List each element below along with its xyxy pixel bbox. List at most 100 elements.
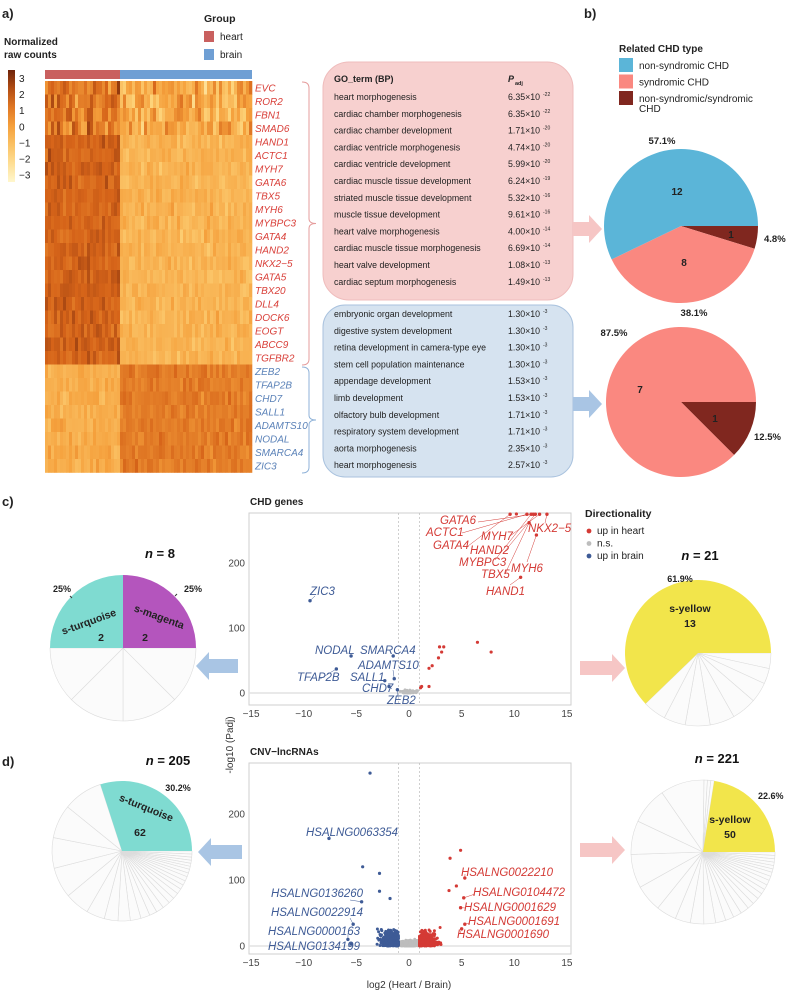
heatmap-cell (237, 405, 241, 419)
heatmap-cell (186, 108, 190, 122)
heatmap-cell (45, 459, 49, 473)
heatmap-cell (138, 364, 142, 379)
heatmap-cell (189, 297, 193, 311)
heatmap-cell (75, 81, 79, 95)
go-padj-exponent: -20 (543, 142, 550, 148)
heatmap-cell (120, 364, 124, 379)
heatmap-cell (144, 459, 148, 473)
heatmap-cell (228, 175, 232, 190)
heatmap-cell (174, 256, 178, 271)
heatmap-cell (225, 175, 229, 190)
heatmap-cell (222, 94, 226, 109)
heatmap-cell (72, 148, 76, 163)
heatmap-cell (228, 351, 232, 365)
heatmap-cell (66, 432, 70, 446)
heatmap-cell (216, 243, 220, 257)
go-padj: 2.35×10 (508, 443, 540, 453)
heatmap-cell (165, 459, 169, 473)
heatmap-cell (228, 364, 232, 379)
go-padj: 1.71×10 (508, 427, 540, 437)
heatmap-cell (183, 364, 187, 379)
heatmap-cell (45, 283, 49, 298)
heatmap-cell (216, 324, 220, 338)
heatmap-cell (207, 229, 211, 244)
heatmap-cell (126, 243, 130, 257)
heatmap-cell (129, 337, 133, 352)
heatmap-cell (210, 81, 214, 95)
heatmap-cell (57, 432, 61, 446)
heatmap-cell (117, 256, 121, 271)
heatmap-cell (186, 243, 190, 257)
heatmap-cell (108, 378, 112, 392)
heatmap-cell (186, 162, 190, 176)
heatmap-cell (147, 310, 151, 325)
x-tick-label: −15 (243, 958, 260, 969)
heatmap-cell (144, 256, 148, 271)
heatmap-cell (183, 391, 187, 406)
heatmap-cell (207, 391, 211, 406)
heatmap-cell (174, 364, 178, 379)
heatmap-cell (153, 229, 157, 244)
heatmap-cell (192, 297, 196, 311)
heatmap-cell (135, 391, 139, 406)
heatmap-cell (93, 418, 97, 433)
heatmap-cell (192, 391, 196, 406)
heatmap-cell (246, 216, 250, 230)
heatmap-cell (99, 243, 103, 257)
heatmap-cell (222, 162, 226, 176)
heatmap-cell (102, 121, 106, 136)
heatmap-cell (240, 162, 244, 176)
heatmap-cell (75, 148, 79, 163)
point-heart (508, 512, 512, 516)
heatmap-cell (231, 283, 235, 298)
heatmap-cell (78, 135, 82, 149)
heatmap-cell (81, 135, 85, 149)
arrow-to-pie-n8 (196, 652, 238, 680)
heatmap-cell (204, 364, 208, 379)
n-symbol: n (145, 546, 153, 561)
heatmap-cell (234, 229, 238, 244)
heatmap-cell (120, 405, 124, 419)
heatmap-cell (219, 445, 223, 460)
pie-slice-nonsyndromic-syndromic (681, 402, 756, 456)
heatmap-cell (72, 256, 76, 271)
heatmap-cell (150, 175, 154, 190)
heatmap-cell (189, 432, 193, 446)
heatmap-cell (174, 378, 178, 392)
heatmap-cell (216, 445, 220, 460)
heatmap-cell (138, 297, 142, 311)
heatmap-cell (219, 378, 223, 392)
heatmap-cell (90, 148, 94, 163)
heatmap-cell (231, 162, 235, 176)
heatmap-cell (75, 324, 79, 338)
heatmap-cell (243, 243, 247, 257)
heatmap-cell (177, 418, 181, 433)
heatmap-cell (63, 243, 67, 257)
heatmap-cell (159, 337, 163, 352)
heatmap-cell (120, 108, 124, 122)
heatmap-cell (180, 94, 184, 109)
heatmap-cell (204, 324, 208, 338)
heatmap-cell (93, 229, 97, 244)
heatmap-cell (93, 324, 97, 338)
heatmap-cell (171, 283, 175, 298)
heatmap-cell (186, 148, 190, 163)
heatmap-cell (93, 432, 97, 446)
heatmap-cell (141, 189, 145, 203)
heatmap-cell (105, 216, 109, 230)
heatmap-cell (54, 175, 58, 190)
heatmap-cell (81, 297, 85, 311)
point-heart (462, 896, 466, 900)
heatmap-cell (78, 270, 82, 284)
heatmap-cell (75, 108, 79, 122)
heatmap-cell (90, 94, 94, 109)
heatmap-cell (57, 297, 61, 311)
heatmap-cell (105, 418, 109, 433)
heatmap-cell (228, 378, 232, 392)
heatmap-cell (51, 432, 55, 446)
heatmap-cell (75, 162, 79, 176)
heatmap-cell (177, 202, 181, 217)
heatmap-cell (174, 135, 178, 149)
heatmap-cell (66, 175, 70, 190)
colorbar-tick-label: 0 (19, 122, 25, 133)
